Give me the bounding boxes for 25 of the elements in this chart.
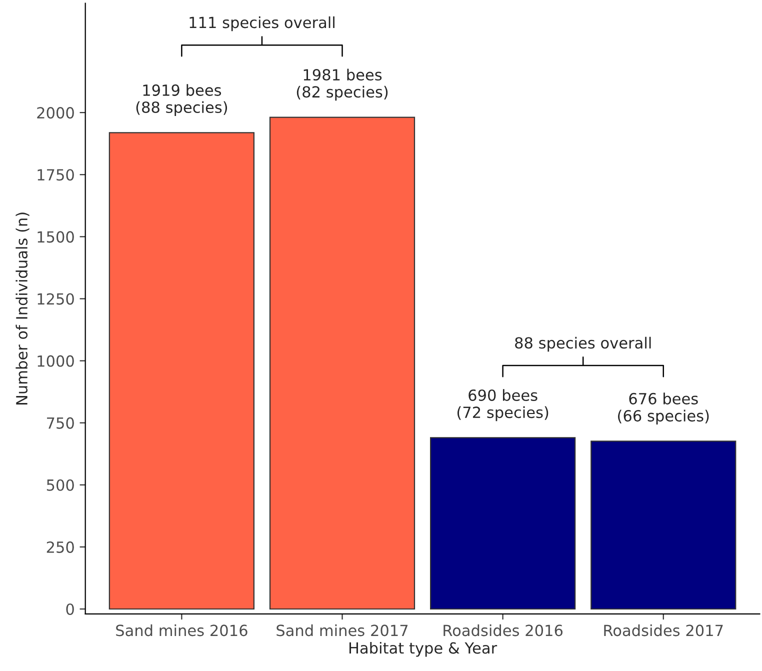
y-tick-label: 1500 (38, 231, 74, 243)
y-tick-label: 0 (66, 603, 74, 616)
data-label: 1981 bees (82 species) (296, 68, 388, 101)
bar (269, 116, 416, 610)
y-tick-label: 1250 (38, 293, 74, 305)
y-tick-label: 500 (46, 479, 74, 491)
x-tick-label: Roadsides 2017 (604, 624, 723, 636)
data-label: 1919 bees (88 species) (136, 84, 228, 116)
bar (108, 132, 254, 610)
y-tick-label: 2000 (37, 107, 74, 119)
annotation: 111 species overall (190, 16, 334, 32)
y-tick-label: 750 (47, 417, 74, 429)
data-label: 676 bees (66 species) (618, 392, 709, 425)
y-tick-label: 250 (46, 541, 74, 553)
y-tick-label: 1000 (38, 355, 74, 367)
x-tick-label: Roadsides 2016 (444, 624, 563, 636)
bar (430, 437, 576, 610)
data-label: 690 bees (72 species) (457, 389, 548, 422)
annotation: 88 species overall (515, 336, 651, 352)
x-tick-label: Sand mines 2017 (276, 624, 408, 636)
y-axis-title: Number of Individuals (n) (16, 212, 30, 404)
x-axis-title: Habitat type & Year (349, 642, 498, 657)
x-tick-label: Sand mines 2016 (116, 624, 248, 636)
bar (590, 440, 736, 610)
y-tick-label: 1750 (38, 169, 74, 181)
